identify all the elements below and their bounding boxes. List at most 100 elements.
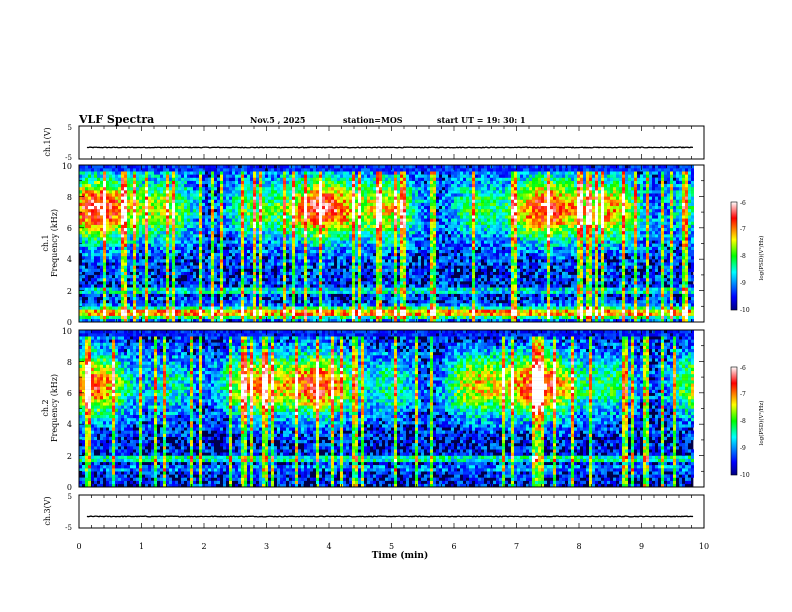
spectrogram-cell bbox=[154, 180, 157, 185]
spectrogram-cell bbox=[262, 196, 265, 200]
spectrogram-cell bbox=[325, 183, 328, 188]
spectrogram-cell bbox=[187, 237, 190, 241]
spectrogram-cell bbox=[373, 300, 376, 304]
ch1-ytick-max: 5 bbox=[68, 124, 72, 132]
spectrogram-cell bbox=[256, 221, 259, 225]
spectrogram-cell bbox=[190, 230, 193, 235]
spectrogram-cell bbox=[211, 171, 214, 175]
spectrogram-cell bbox=[157, 168, 160, 172]
spectrogram-cell bbox=[130, 246, 133, 250]
spectrogram-cell bbox=[148, 168, 151, 172]
spectrogram-cell bbox=[169, 312, 172, 316]
spectrogram-cell bbox=[142, 230, 145, 235]
spectrogram-cell bbox=[91, 306, 94, 310]
spectrogram-cell bbox=[175, 287, 178, 291]
spectrogram-cell bbox=[145, 193, 148, 197]
spectrogram-cell bbox=[379, 193, 382, 197]
spectrogram-cell bbox=[127, 265, 130, 269]
spectrogram-cell bbox=[172, 259, 175, 263]
spectrogram-cell bbox=[181, 168, 184, 172]
spectrogram-cell bbox=[232, 237, 235, 241]
spectrogram-cell bbox=[229, 265, 232, 269]
spectrogram-cell bbox=[208, 249, 211, 254]
spectrogram-cell bbox=[127, 268, 130, 272]
spectrogram-cell bbox=[214, 190, 217, 194]
spectrogram-cell bbox=[157, 284, 160, 288]
spectrogram-cell bbox=[367, 315, 370, 320]
spectrogram-cell bbox=[292, 296, 295, 301]
spectrogram-cell bbox=[322, 278, 325, 282]
spectrogram-cell bbox=[79, 237, 82, 241]
spectrogram-cell bbox=[214, 256, 217, 260]
spectrogram-cell bbox=[235, 202, 238, 207]
spectrogram-cell bbox=[244, 227, 247, 232]
spectrogram-cell bbox=[250, 218, 253, 222]
spectrogram-cell bbox=[94, 205, 97, 210]
spectrogram-cell bbox=[385, 243, 388, 247]
spectrogram-cell bbox=[271, 293, 274, 298]
spectrogram-cell bbox=[163, 183, 166, 188]
spectrogram-cell bbox=[319, 262, 322, 266]
spectrogram-cell bbox=[136, 315, 139, 320]
spectrogram-cell bbox=[247, 224, 250, 228]
spectrogram-cell bbox=[328, 252, 331, 257]
spectrogram-cell bbox=[226, 227, 229, 232]
spectrogram-cell bbox=[103, 287, 106, 291]
spectrogram-cell bbox=[88, 287, 91, 291]
spectrogram-cell bbox=[265, 205, 268, 210]
spectrogram-cell bbox=[253, 265, 256, 269]
spectrogram-cell bbox=[124, 234, 127, 238]
spectrogram-cell bbox=[94, 249, 97, 254]
spectrogram-cell bbox=[337, 227, 340, 232]
spectrogram-cell bbox=[214, 215, 217, 219]
spectrogram-cell bbox=[382, 296, 385, 301]
date-label: Nov.5 , 2025 bbox=[250, 115, 305, 125]
spectrogram-cell bbox=[364, 183, 367, 188]
spectrogram-cell bbox=[355, 249, 358, 254]
spectrogram-cell bbox=[349, 309, 352, 313]
spectrogram-cell bbox=[160, 168, 163, 172]
spectrogram-cell bbox=[238, 177, 241, 181]
spectrogram-cell bbox=[295, 168, 298, 172]
spectrogram-cell bbox=[382, 199, 385, 203]
spectrogram-cell bbox=[169, 208, 172, 213]
spectrogram-cell bbox=[160, 186, 163, 191]
spectrogram-cell bbox=[283, 262, 286, 266]
spectrogram-cell bbox=[379, 215, 382, 219]
spectrogram-cell bbox=[175, 268, 178, 272]
spectrogram-cell bbox=[283, 290, 286, 294]
spectrogram-cell bbox=[199, 202, 202, 207]
spectrogram-cell bbox=[163, 265, 166, 269]
spectrogram-cell bbox=[100, 234, 103, 238]
spectrogram-cell bbox=[331, 186, 334, 191]
spectrogram-cell bbox=[376, 234, 379, 238]
spectrogram-cell bbox=[124, 300, 127, 304]
spectrogram-cell bbox=[304, 218, 307, 222]
spectrogram-cell bbox=[109, 165, 112, 169]
spectrogram-cell bbox=[256, 237, 259, 241]
spectrogram-cell bbox=[271, 168, 274, 172]
spectrogram-cell bbox=[157, 237, 160, 241]
spectrogram-cell bbox=[151, 249, 154, 254]
spectrogram-cell bbox=[184, 312, 187, 316]
spectrogram-cell bbox=[304, 278, 307, 282]
spectrogram-cell bbox=[349, 249, 352, 254]
spectrogram-cell bbox=[199, 183, 202, 188]
spectrogram-cell bbox=[217, 180, 220, 185]
spectrogram-cell bbox=[169, 171, 172, 175]
spectrogram-cell bbox=[328, 274, 331, 279]
spectrogram-cell bbox=[214, 290, 217, 294]
spectrogram-cell bbox=[322, 165, 325, 169]
spectrogram-cell bbox=[172, 180, 175, 185]
spectrogram-cell bbox=[229, 174, 232, 178]
spectrogram-cell bbox=[127, 215, 130, 219]
spectrogram-cell bbox=[103, 271, 106, 276]
spectrogram-cell bbox=[202, 240, 205, 244]
spectrogram-cell bbox=[280, 174, 283, 178]
spectrogram-cell bbox=[232, 268, 235, 272]
spectrogram-cell bbox=[121, 168, 124, 172]
spectrogram-cell bbox=[382, 249, 385, 254]
spectrogram-cell bbox=[148, 240, 151, 244]
spectrogram-cell bbox=[301, 199, 304, 203]
spectrogram-cell bbox=[283, 183, 286, 188]
